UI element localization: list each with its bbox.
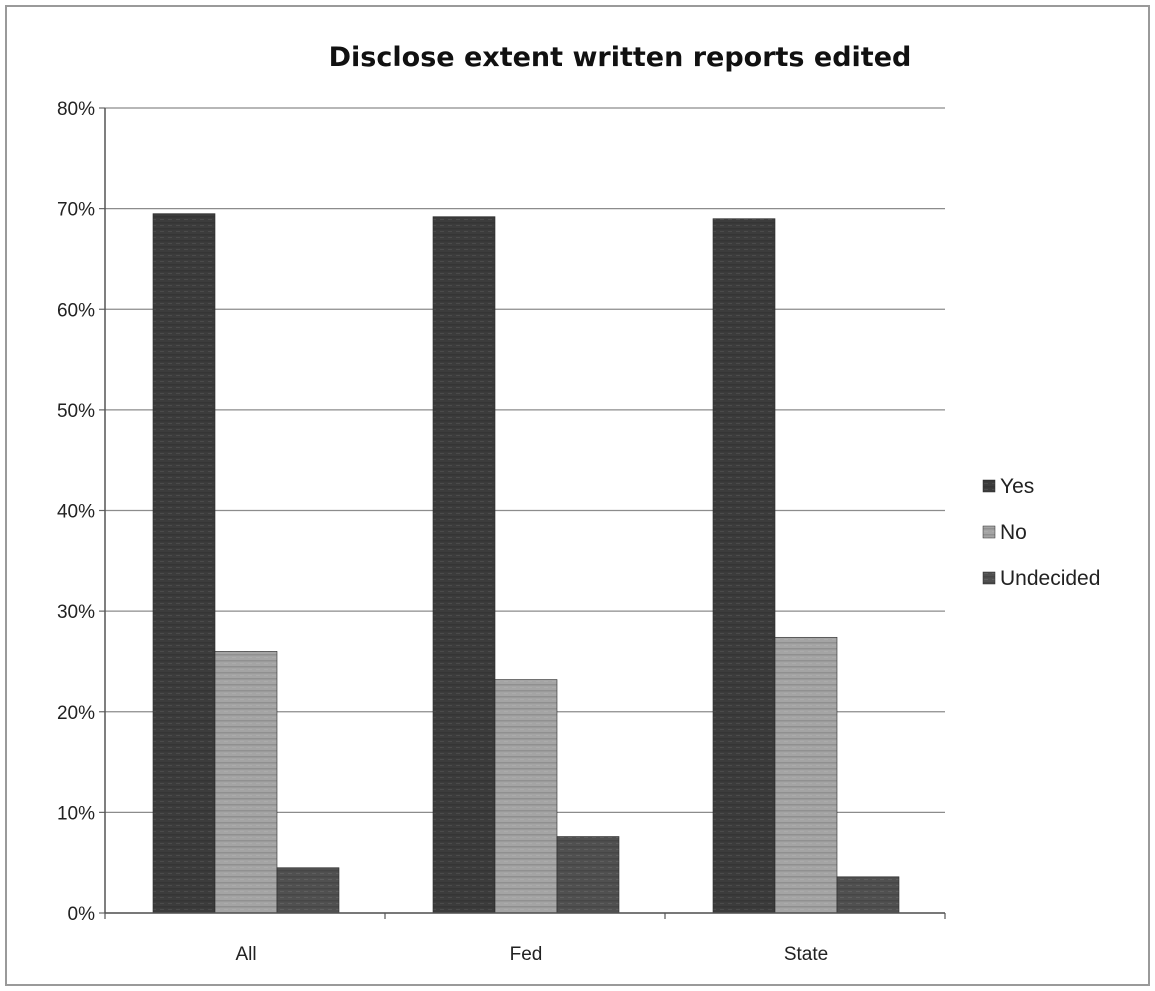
y-tick-label: 80% [57,99,95,120]
y-tick-label: 70% [57,200,95,221]
legend-label-no: No [1000,521,1027,544]
bar-yes-state [712,218,776,914]
y-tick-label: 60% [57,300,95,321]
x-tick-label: All [235,944,256,965]
bar-no-fed [494,679,558,914]
y-tick-label: 40% [57,502,95,523]
bars [152,213,900,914]
bar-undecided-state [836,876,900,914]
legend: Yes No Undecided [982,475,1100,590]
y-tick-label: 20% [57,703,95,724]
bar-no-state [774,636,838,914]
x-tick-label: State [784,944,828,965]
bar-yes-all [152,213,216,914]
y-tick-label: 30% [57,602,95,623]
x-axis-category-labels: All Fed State [235,944,828,965]
legend-label-undecided: Undecided [1000,567,1100,590]
chart-title: Disclose extent written reports edited [329,42,912,73]
y-axis-tick-labels: 0% 10% 20% 30% 40% 50% 60% 70% 80% [57,99,95,925]
legend-label-yes: Yes [1000,475,1034,498]
bar-no-all [214,651,278,914]
legend-swatch-no [982,525,996,539]
axes [104,108,946,919]
bar-yes-fed [432,216,496,914]
bar-undecided-all [276,867,340,914]
legend-swatch-undecided [982,571,996,585]
y-tick-label: 0% [68,904,96,925]
y-tick-label: 50% [57,401,95,422]
y-tick-label: 10% [57,803,95,824]
x-tick-label: Fed [510,944,543,965]
bar-undecided-fed [556,836,620,914]
legend-swatch-yes [982,479,996,493]
